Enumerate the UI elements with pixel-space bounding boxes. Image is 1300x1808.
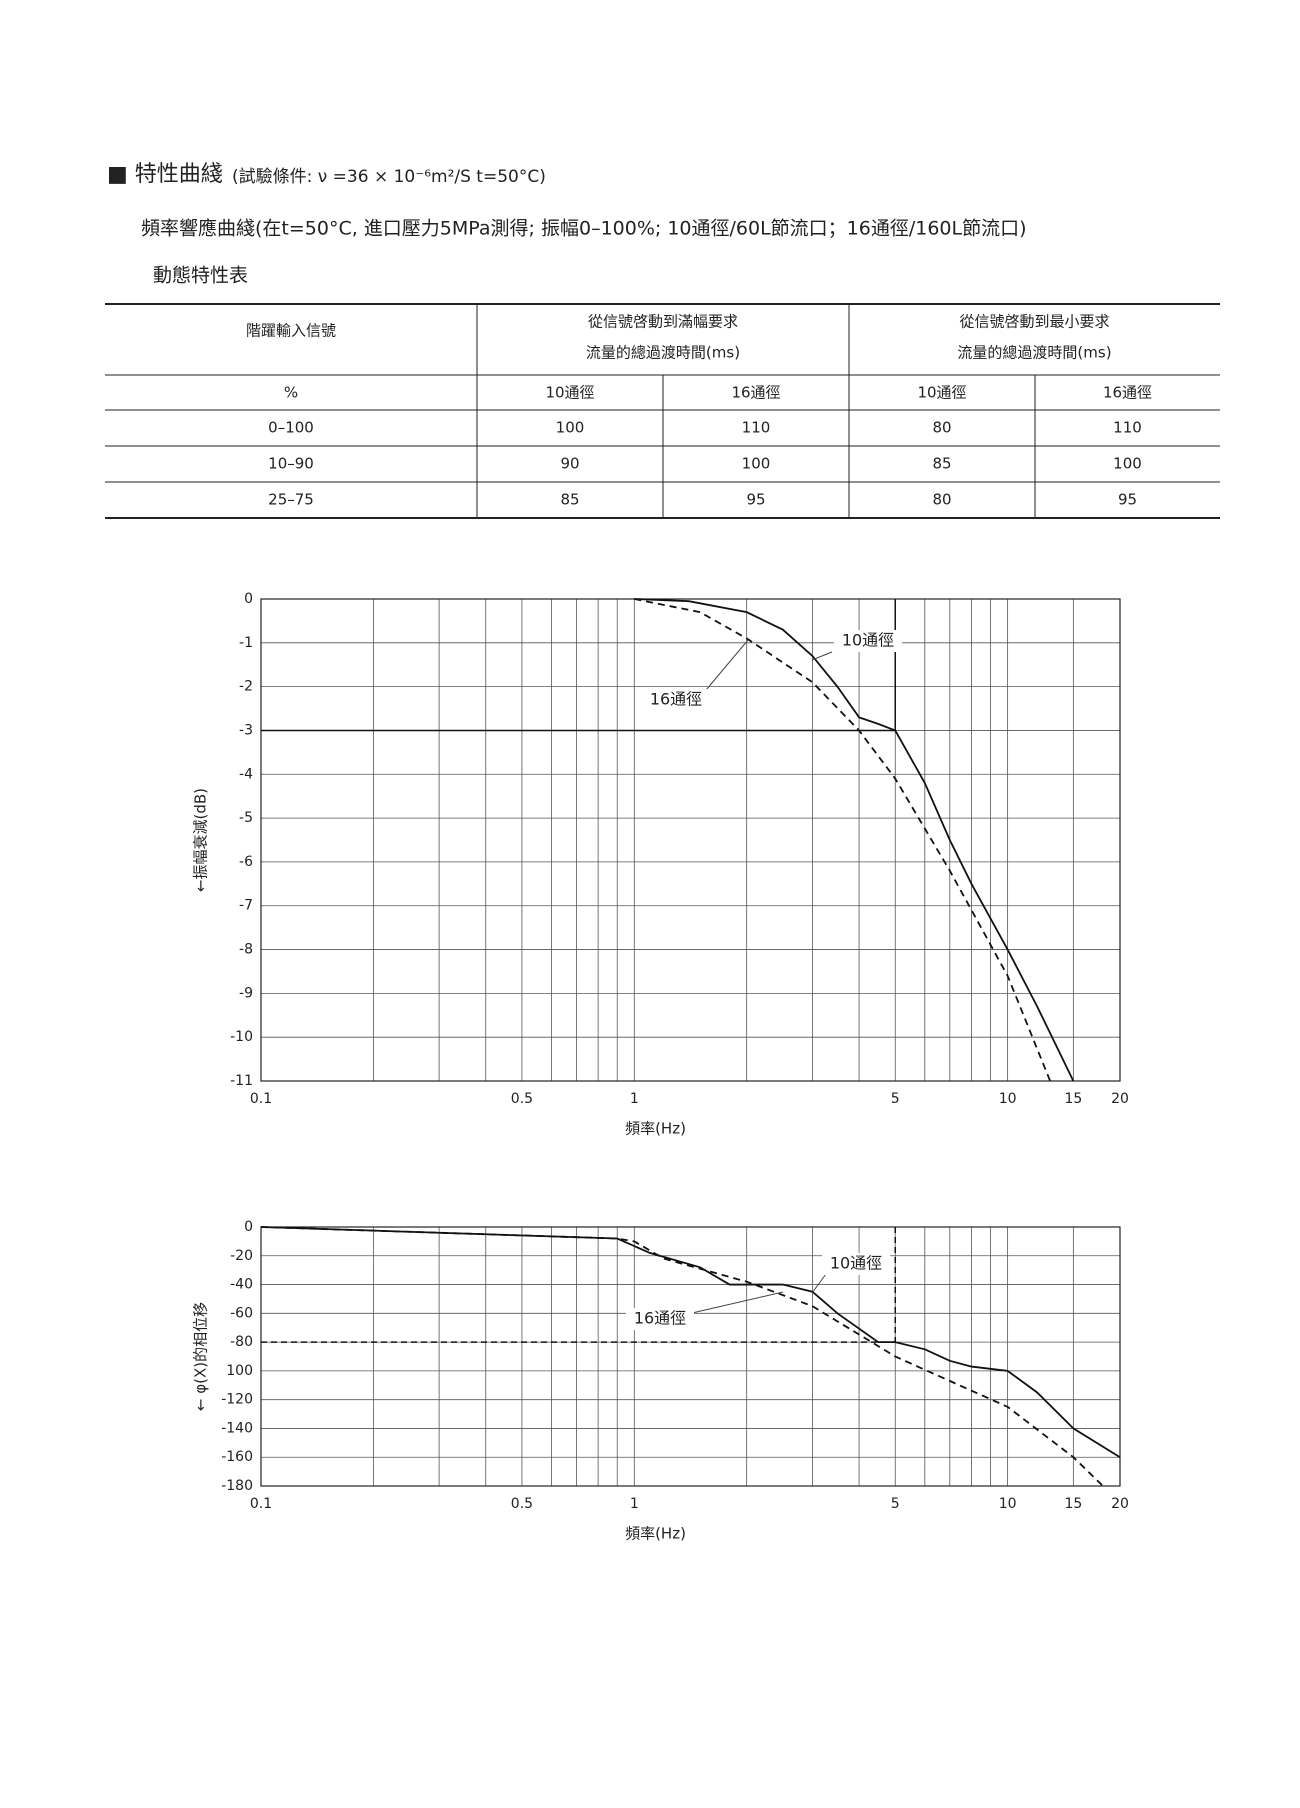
y-axis-label: ← φ(X)的相位移 xyxy=(192,1302,210,1411)
table-cell: 110 xyxy=(1113,419,1142,437)
table-cell: 85 xyxy=(560,491,579,509)
x-tick-label: 1 xyxy=(630,1496,639,1512)
label-bg xyxy=(626,1308,694,1330)
table-cell: 80 xyxy=(932,491,951,509)
table-cell: 95 xyxy=(1118,491,1137,509)
leader-line xyxy=(691,1291,784,1314)
leader-line xyxy=(705,639,749,691)
leader-line xyxy=(811,651,833,661)
table-title: 動態特性表 xyxy=(153,265,248,287)
y-tick-label: -20 xyxy=(230,1248,253,1264)
y-axis-label: ←振幅衰減(dB) xyxy=(192,788,210,892)
y-tick-label: -140 xyxy=(221,1420,253,1436)
x-tick-label: 10 xyxy=(999,1091,1017,1107)
table-subheader: 16通徑 xyxy=(731,384,780,402)
y-tick-label: -11 xyxy=(230,1073,253,1089)
x-tick-label: 20 xyxy=(1111,1091,1129,1107)
y-tick-label: -4 xyxy=(239,766,253,782)
y-tick-label: -80 xyxy=(230,1334,253,1350)
x-tick-label: 5 xyxy=(891,1496,900,1512)
plot-frame xyxy=(260,598,1121,1082)
series-line xyxy=(260,1226,1121,1458)
series-line xyxy=(260,1226,1104,1487)
label-bg xyxy=(642,689,710,711)
series-label: 10通徑 xyxy=(830,1254,882,1273)
x-tick-label: 0.5 xyxy=(511,1091,533,1107)
series-line xyxy=(634,598,1075,1082)
table-subheader: 10通徑 xyxy=(545,384,594,402)
y-tick-label: -7 xyxy=(239,898,253,914)
x-axis-label: 頻率(Hz) xyxy=(625,1120,686,1138)
test-conditions: (試驗條件: ν =36 × 10⁻⁶m²/S t=50°C) xyxy=(232,167,546,187)
x-tick-label: 5 xyxy=(891,1091,900,1107)
x-tick-label: 1 xyxy=(630,1091,639,1107)
x-tick-label: 10 xyxy=(999,1496,1017,1512)
table-cell: 100 xyxy=(742,455,771,473)
table-cell: 100 xyxy=(556,419,585,437)
table-subheader: 10通徑 xyxy=(917,384,966,402)
table-cell: 90 xyxy=(560,455,579,473)
table-header: 從信號啓動到滿幅要求 xyxy=(588,313,738,331)
y-tick-label: -9 xyxy=(239,985,253,1001)
table-cell: 95 xyxy=(746,491,765,509)
table-cell: 10–90 xyxy=(268,455,314,473)
x-tick-label: 0.1 xyxy=(250,1496,272,1512)
y-tick-label: -2 xyxy=(239,679,253,695)
plot-frame xyxy=(260,1226,1121,1487)
x-tick-label: 0.1 xyxy=(250,1091,272,1107)
y-tick-label: 0 xyxy=(244,591,253,607)
subtitle: 頻率響應曲綫(在t=50°C, 進口壓力5MPa測得; 振幅0–100%; 10… xyxy=(141,217,1027,240)
label-bg xyxy=(822,1253,890,1275)
y-tick-label: -1 xyxy=(239,635,253,651)
table-subheader: % xyxy=(284,384,298,402)
y-tick-label: 0 xyxy=(244,1219,253,1235)
y-tick-label: -60 xyxy=(230,1305,253,1321)
y-tick-label: -3 xyxy=(239,722,253,738)
y-tick-label: -40 xyxy=(230,1277,253,1293)
table-cell: 80 xyxy=(932,419,951,437)
table-header: 階躍輸入信號 xyxy=(246,322,336,340)
y-tick-label: -5 xyxy=(239,810,253,826)
label-bg xyxy=(834,630,902,652)
series-line xyxy=(634,598,1051,1082)
x-axis-label: 頻率(Hz) xyxy=(625,1525,686,1543)
series-label: 16通徑 xyxy=(650,690,702,709)
y-tick-label: -120 xyxy=(221,1392,253,1408)
table-cell: 100 xyxy=(1113,455,1142,473)
table-cell: 0–100 xyxy=(268,419,314,437)
leader-line xyxy=(811,1273,827,1294)
y-tick-label: -10 xyxy=(230,1029,253,1045)
y-tick-label: 100 xyxy=(226,1363,253,1379)
table-header: 流量的總過渡時間(ms) xyxy=(586,344,740,362)
series-label: 10通徑 xyxy=(842,631,894,650)
section-title: ■ 特性曲綫 xyxy=(107,162,223,187)
y-tick-label: -160 xyxy=(221,1449,253,1465)
y-tick-label: -8 xyxy=(239,942,253,958)
table-cell: 25–75 xyxy=(268,491,314,509)
y-tick-label: -6 xyxy=(239,854,253,870)
y-tick-label: -180 xyxy=(221,1478,253,1494)
x-tick-label: 15 xyxy=(1064,1091,1082,1107)
table-subheader: 16通徑 xyxy=(1103,384,1152,402)
x-tick-label: 15 xyxy=(1064,1496,1082,1512)
x-tick-label: 20 xyxy=(1111,1496,1129,1512)
table-header: 流量的總過渡時間(ms) xyxy=(957,344,1111,362)
table-cell: 85 xyxy=(932,455,951,473)
table-cell: 110 xyxy=(742,419,771,437)
series-label: 16通徑 xyxy=(634,1309,686,1328)
x-tick-label: 0.5 xyxy=(511,1496,533,1512)
table-header: 從信號啓動到最小要求 xyxy=(959,313,1109,331)
